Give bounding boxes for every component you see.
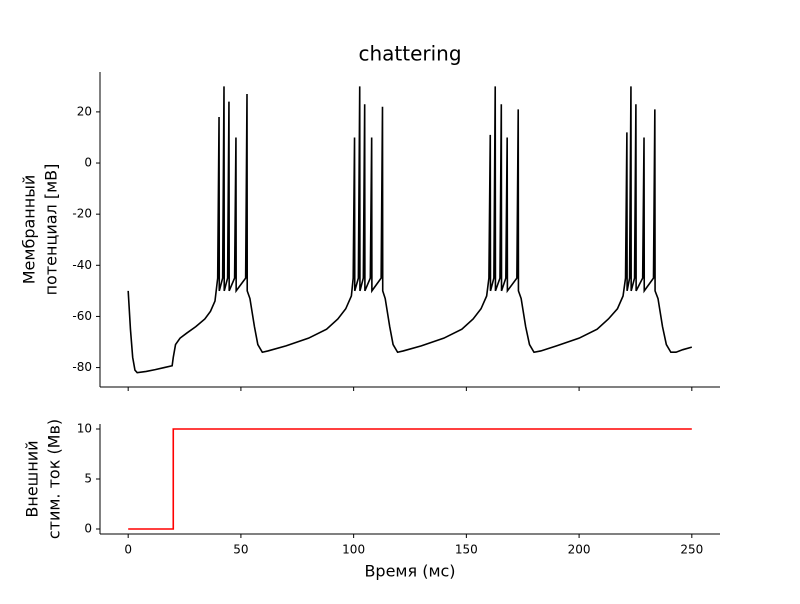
y-tick-label: 20 [77,104,92,118]
y-tick-label: 5 [84,472,92,486]
x-tick-label: 0 [124,543,132,557]
y-tick-label: -40 [72,258,92,272]
x-axis-label: Время (мс) [364,562,455,581]
y-axis-label: стим. ток (Мв) [45,419,64,539]
x-tick-label: 100 [342,543,365,557]
y-tick-label: -80 [72,360,92,374]
x-tick-label: 50 [233,543,248,557]
x-tick-label: 250 [680,543,703,557]
y-tick-label: 10 [77,422,92,436]
y-tick-label: 0 [84,522,92,536]
line-series [127,86,693,374]
x-tick-label: 150 [455,543,478,557]
y-axis-label: Внешний [23,440,42,517]
y-tick-label: -60 [72,309,92,323]
chart-title: chattering [358,42,461,66]
y-axis-label: потенциал [мВ] [42,164,61,296]
line-series [128,428,692,530]
y-tick-label: -20 [72,207,92,221]
y-tick-label: 0 [84,156,92,170]
x-tick-label: 200 [568,543,591,557]
y-axis-label: Мембранный [20,175,39,285]
